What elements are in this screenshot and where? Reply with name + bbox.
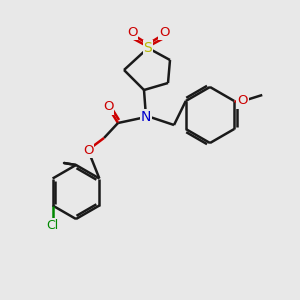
Text: O: O — [83, 143, 93, 157]
Text: O: O — [103, 100, 113, 113]
Text: Cl: Cl — [46, 219, 59, 232]
Text: O: O — [127, 26, 137, 38]
Text: S: S — [144, 41, 152, 55]
Text: O: O — [159, 26, 169, 38]
Text: O: O — [237, 94, 247, 107]
Text: N: N — [141, 110, 151, 124]
